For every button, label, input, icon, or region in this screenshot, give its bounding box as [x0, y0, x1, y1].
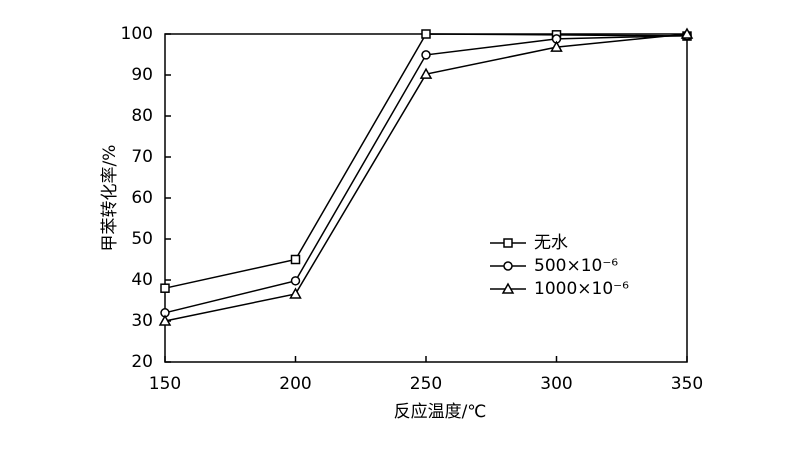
- legend-label: 500×10⁻⁶: [534, 256, 618, 276]
- y-tick-label: 40: [131, 270, 153, 290]
- data-point: [421, 29, 431, 39]
- data-point: [290, 276, 301, 286]
- x-tick-label: 250: [410, 374, 442, 394]
- data-point: [421, 50, 431, 60]
- data-point: [680, 27, 694, 39]
- plot-frame: [164, 33, 688, 363]
- y-tick-label: 90: [131, 65, 153, 85]
- x-tick-label: 300: [540, 374, 572, 394]
- legend-marker: [501, 282, 515, 294]
- data-point: [158, 314, 172, 326]
- y-tick-label: 70: [131, 147, 153, 167]
- legend-label: 无水: [534, 233, 568, 253]
- y-tick-label: 100: [121, 24, 153, 44]
- data-point: [290, 254, 301, 265]
- data-point: [160, 283, 170, 293]
- data-point: [419, 67, 433, 79]
- y-tick-label: 80: [131, 106, 153, 126]
- x-tick-label: 200: [279, 374, 311, 394]
- data-point: [289, 287, 302, 299]
- legend-label: 1000×10⁻⁶: [534, 279, 629, 299]
- y-tick-label: 20: [131, 352, 153, 372]
- y-axis-label: 甲苯转化率/%: [100, 145, 120, 252]
- legend-marker: [503, 261, 513, 271]
- y-tick-label: 50: [131, 229, 153, 249]
- y-tick-label: 60: [131, 188, 153, 208]
- data-point: [550, 40, 563, 52]
- legend-marker: [503, 238, 513, 248]
- x-tick-label: 350: [671, 374, 703, 394]
- x-tick-label: 150: [149, 374, 181, 394]
- y-tick-label: 30: [131, 311, 153, 331]
- x-axis-label: 反应温度/℃: [394, 402, 487, 422]
